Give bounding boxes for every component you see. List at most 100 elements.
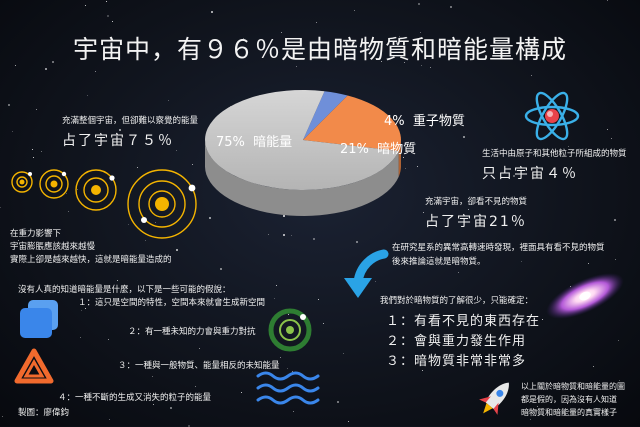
- triangle-icon: [14, 348, 54, 384]
- atom-icon: [524, 91, 580, 141]
- star: [288, 314, 289, 315]
- star: [109, 419, 110, 420]
- star: [296, 66, 297, 67]
- star: [375, 281, 376, 282]
- star: [399, 36, 400, 37]
- star: [170, 407, 172, 409]
- gravity-line-3: 實際上卻是越來越快，這就是暗能量造成的: [10, 255, 172, 265]
- star: [405, 168, 406, 169]
- star: [220, 268, 222, 270]
- star: [137, 167, 138, 168]
- dark-energy-name: 暗能量: [253, 135, 293, 150]
- star: [274, 298, 275, 299]
- star: [195, 386, 196, 387]
- star: [18, 240, 19, 241]
- star: [403, 157, 404, 158]
- star: [168, 100, 169, 101]
- star: [2, 416, 3, 417]
- dark-energy-slice-side: [205, 140, 399, 216]
- star: [404, 62, 405, 63]
- star: [243, 38, 244, 39]
- star: [32, 149, 33, 150]
- credit: 製圖：廖偉鈞: [18, 408, 70, 418]
- star: [209, 217, 211, 219]
- star: [423, 212, 424, 213]
- star: [572, 242, 574, 244]
- star: [381, 61, 382, 62]
- hypothesis-2: ２：有一種未知的力會與重力對抗: [128, 327, 256, 337]
- star: [106, 1, 107, 2]
- square-stack-icon: [20, 300, 58, 338]
- star: [85, 308, 86, 309]
- star: [421, 65, 422, 66]
- star: [283, 234, 285, 236]
- star: [530, 419, 531, 420]
- note-line-1: 以上關於暗物質和暗能量的圖: [521, 382, 625, 391]
- star: [417, 166, 418, 167]
- star: [119, 129, 121, 131]
- baryon-slice-label: 4% 重子物質: [384, 110, 465, 129]
- star: [45, 68, 47, 70]
- curved-arrow-icon: [344, 249, 389, 298]
- baryon-slice: [303, 91, 348, 140]
- star: [211, 11, 213, 13]
- star: [287, 368, 288, 369]
- wave-icon: [256, 371, 320, 405]
- star: [36, 109, 37, 110]
- star: [176, 150, 177, 151]
- star: [528, 316, 529, 317]
- galaxy-study-line-1: 在研究星系的異常高轉速時發現，裡面具有看不見的物質: [392, 243, 605, 253]
- star: [15, 65, 16, 66]
- star: [52, 61, 54, 63]
- star: [463, 136, 465, 138]
- star: [87, 95, 88, 96]
- star: [418, 3, 420, 5]
- star: [537, 406, 538, 407]
- dark-energy-desc: 充滿整個宇宙，但卻難以察覺的能量: [62, 116, 199, 126]
- star: [220, 299, 221, 300]
- dark-matter-fact-3: ３：暗物質非常非常多: [386, 354, 527, 369]
- star: [112, 21, 113, 22]
- dark-matter-desc: 充滿宇宙，卻看不見的物質: [425, 197, 528, 207]
- star: [283, 215, 285, 217]
- star: [343, 353, 344, 354]
- star: [611, 138, 612, 139]
- dark-energy-pct: 75%: [216, 135, 245, 150]
- star: [614, 219, 616, 221]
- star: [615, 259, 616, 260]
- orbit-ring-icon: [268, 308, 312, 352]
- rocket-icon: [479, 382, 509, 415]
- star: [396, 42, 398, 44]
- galaxy-study-line-2: 後來推論這就是暗物質。: [392, 257, 486, 267]
- star: [41, 151, 42, 152]
- star: [292, 371, 293, 372]
- star: [593, 366, 594, 367]
- baryon-name: 重子物質: [412, 114, 465, 129]
- star: [323, 323, 324, 324]
- star: [281, 32, 282, 33]
- star: [337, 401, 339, 403]
- star: [588, 263, 589, 264]
- star: [117, 280, 118, 281]
- page-title: 宇宙中，有９６％是由暗物質和暗能量構成: [72, 35, 567, 64]
- star: [153, 404, 154, 405]
- star: [318, 299, 319, 300]
- star: [128, 224, 129, 225]
- star: [108, 339, 109, 340]
- hypothesis-4: ４：一種不斷的生成又消失的粒子的能量: [58, 393, 212, 403]
- star: [567, 403, 568, 404]
- star: [293, 411, 294, 412]
- star: [291, 235, 292, 236]
- star: [0, 207, 1, 208]
- dark-matter-fact-1: １：有看不見的東西存在: [386, 314, 541, 329]
- star: [534, 318, 535, 319]
- star: [77, 189, 78, 190]
- star: [468, 209, 469, 210]
- star: [145, 240, 146, 241]
- dark-energy-slice: [205, 89, 399, 190]
- star: [68, 211, 69, 212]
- star: [505, 58, 506, 59]
- dark-matter-slice-side: [398, 140, 401, 177]
- star: [348, 421, 349, 422]
